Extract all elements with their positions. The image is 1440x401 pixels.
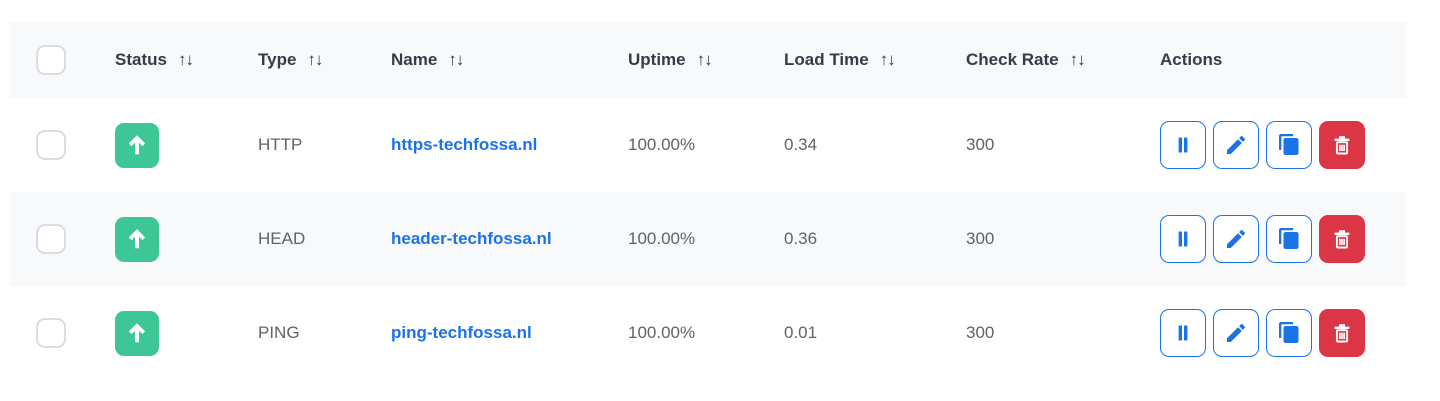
pause-button[interactable]	[1160, 309, 1206, 357]
copy-icon	[1279, 134, 1299, 155]
sort-icon[interactable]: ↑↓	[177, 50, 194, 69]
sort-icon[interactable]: ↑↓	[1069, 50, 1086, 69]
sort-icon[interactable]: ↑↓	[448, 50, 464, 69]
row-checkbox[interactable]	[36, 130, 66, 160]
arrow-up-icon	[128, 229, 146, 249]
uptime-value: 100.00%	[628, 323, 696, 342]
sort-icon[interactable]: ↑↓	[307, 50, 323, 69]
trash-icon	[1334, 324, 1350, 343]
type-cell: HEAD	[258, 229, 391, 249]
column-header-actions: Actions	[1160, 50, 1406, 70]
edit-button[interactable]	[1213, 215, 1259, 263]
status-cell	[115, 122, 258, 168]
status-cell	[115, 216, 258, 262]
type-cell: PING	[258, 323, 391, 343]
pause-button[interactable]	[1160, 121, 1206, 169]
pause-button[interactable]	[1160, 215, 1206, 263]
pencil-icon	[1227, 323, 1246, 342]
trash-icon	[1334, 136, 1350, 155]
type-cell: HTTP	[258, 135, 391, 155]
copy-icon	[1279, 228, 1299, 249]
monitor-type: HTTP	[258, 135, 303, 154]
trash-icon	[1334, 230, 1350, 249]
pause-icon	[1178, 231, 1188, 247]
monitor-name-link[interactable]: header-techfossa.nl	[391, 229, 552, 248]
load-time-value: 0.34	[784, 135, 818, 154]
check-rate-value: 300	[966, 229, 995, 248]
load-time-value: 0.01	[784, 323, 818, 342]
pencil-icon	[1227, 135, 1246, 154]
row-checkbox-cell	[10, 224, 115, 254]
monitor-row: PING ping-techfossa.nl 100.00% 0.01 300	[10, 286, 1406, 380]
row-checkbox[interactable]	[36, 224, 66, 254]
column-label: Status	[115, 50, 167, 69]
table-header-row: Status ↑↓ Type ↑↓ Name ↑↓ Uptime ↑↓ Load…	[10, 22, 1406, 98]
monitor-row: HEAD header-techfossa.nl 100.00% 0.36 30…	[10, 192, 1406, 286]
load-time-cell: 0.34	[784, 135, 966, 155]
duplicate-button[interactable]	[1266, 121, 1312, 169]
load-time-value: 0.36	[784, 229, 818, 248]
row-checkbox-cell	[10, 130, 115, 160]
uptime-value: 100.00%	[628, 135, 696, 154]
arrow-up-icon	[128, 135, 146, 155]
actions-cell	[1160, 121, 1406, 169]
column-label: Type	[258, 50, 297, 69]
column-header-load-time[interactable]: Load Time ↑↓	[784, 50, 966, 70]
status-cell	[115, 310, 258, 356]
delete-button[interactable]	[1319, 121, 1365, 169]
delete-button[interactable]	[1319, 309, 1365, 357]
column-header-type[interactable]: Type ↑↓	[258, 50, 391, 70]
monitor-name-link[interactable]: ping-techfossa.nl	[391, 323, 532, 342]
edit-button[interactable]	[1213, 309, 1259, 357]
column-header-check-rate[interactable]: Check Rate ↑↓	[966, 50, 1160, 70]
load-time-cell: 0.01	[784, 323, 966, 343]
uptime-cell: 100.00%	[628, 323, 784, 343]
column-label: Check Rate	[966, 50, 1059, 69]
load-time-cell: 0.36	[784, 229, 966, 249]
check-rate-value: 300	[966, 323, 995, 342]
sort-icon[interactable]: ↑↓	[879, 50, 896, 69]
actions-cell	[1160, 215, 1406, 263]
status-up-badge	[115, 310, 159, 356]
pause-icon	[1178, 137, 1188, 153]
uptime-value: 100.00%	[628, 229, 696, 248]
monitor-type: HEAD	[258, 229, 306, 248]
duplicate-button[interactable]	[1266, 309, 1312, 357]
name-cell: ping-techfossa.nl	[391, 323, 628, 343]
pause-icon	[1178, 325, 1188, 341]
check-rate-value: 300	[966, 135, 995, 154]
column-label: Actions	[1160, 50, 1223, 69]
actions-cell	[1160, 309, 1406, 357]
uptime-cell: 100.00%	[628, 229, 784, 249]
monitor-type: PING	[258, 323, 300, 342]
header-checkbox-cell	[10, 45, 115, 75]
status-up-badge	[115, 216, 159, 262]
edit-button[interactable]	[1213, 121, 1259, 169]
pencil-icon	[1227, 229, 1246, 248]
monitors-table: Status ↑↓ Type ↑↓ Name ↑↓ Uptime ↑↓ Load…	[10, 22, 1406, 380]
name-cell: header-techfossa.nl	[391, 229, 628, 249]
check-rate-cell: 300	[966, 229, 1160, 249]
check-rate-cell: 300	[966, 135, 1160, 155]
column-header-uptime[interactable]: Uptime ↑↓	[628, 50, 784, 70]
row-checkbox-cell	[10, 318, 115, 348]
column-label: Load Time	[784, 50, 869, 69]
arrow-up-icon	[128, 323, 146, 343]
monitor-row: HTTP https-techfossa.nl 100.00% 0.34 300	[10, 98, 1406, 192]
column-header-name[interactable]: Name ↑↓	[391, 50, 628, 70]
check-rate-cell: 300	[966, 323, 1160, 343]
column-label: Uptime	[628, 50, 686, 69]
delete-button[interactable]	[1319, 215, 1365, 263]
duplicate-button[interactable]	[1266, 215, 1312, 263]
column-label: Name	[391, 50, 438, 69]
name-cell: https-techfossa.nl	[391, 135, 628, 155]
copy-icon	[1279, 322, 1299, 343]
status-up-badge	[115, 122, 159, 168]
row-checkbox[interactable]	[36, 318, 66, 348]
sort-icon[interactable]: ↑↓	[696, 50, 713, 69]
select-all-checkbox[interactable]	[36, 45, 66, 75]
uptime-cell: 100.00%	[628, 135, 784, 155]
monitor-name-link[interactable]: https-techfossa.nl	[391, 135, 538, 154]
column-header-status[interactable]: Status ↑↓	[115, 50, 258, 70]
